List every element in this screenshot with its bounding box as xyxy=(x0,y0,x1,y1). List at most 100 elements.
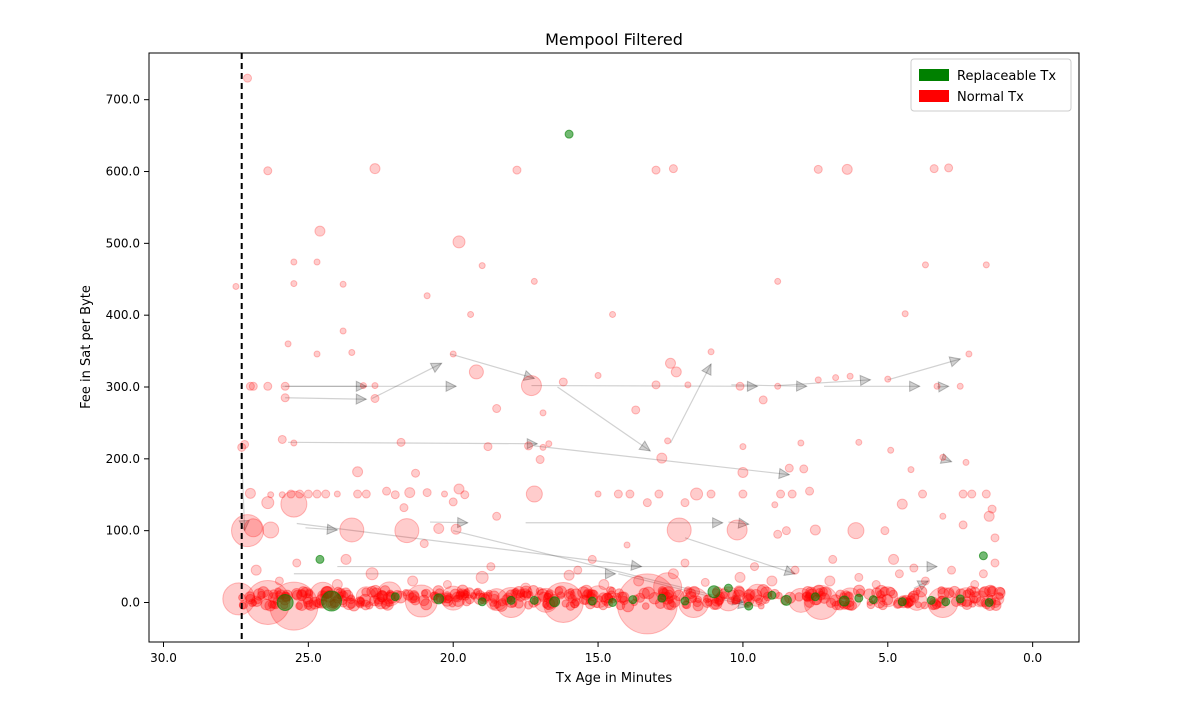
normal-tx-point xyxy=(733,586,746,598)
normal-tx-point xyxy=(535,587,544,596)
normal-tx-point xyxy=(347,599,360,612)
normal-tx-point xyxy=(735,381,745,391)
normal-tx-point xyxy=(296,599,308,611)
normal-tx-point xyxy=(732,589,745,602)
normal-tx-point xyxy=(733,585,745,597)
normal-tx-point xyxy=(536,588,549,601)
normal-tx-point xyxy=(907,466,915,474)
normal-tx-point xyxy=(603,592,612,601)
normal-tx-point xyxy=(379,585,391,596)
normal-tx-point xyxy=(801,586,814,599)
normal-tx-point xyxy=(595,595,603,603)
normal-tx-point xyxy=(339,327,347,335)
replaceable-tx-point xyxy=(477,597,487,607)
normal-tx-point xyxy=(267,600,277,609)
arrow-line xyxy=(450,353,535,379)
arrow-line xyxy=(531,384,758,387)
normal-tx-point xyxy=(668,164,678,174)
arrow-line xyxy=(728,521,749,525)
y-axis-label: Fee in Sat per Byte xyxy=(79,285,94,409)
normal-tx-point xyxy=(561,599,570,608)
normal-tx-point xyxy=(888,553,900,565)
normal-tx-point xyxy=(766,575,778,587)
normal-tx-point xyxy=(947,565,957,575)
normal-tx-point xyxy=(705,598,713,607)
normal-tx-point xyxy=(420,598,433,611)
normal-tx-point xyxy=(969,586,981,598)
normal-tx-point xyxy=(876,589,885,599)
normal-tx-point xyxy=(995,592,1004,601)
normal-tx-point xyxy=(539,409,547,417)
normal-tx-point xyxy=(651,165,661,175)
normal-tx-point xyxy=(263,166,273,176)
normal-tx-point xyxy=(373,592,385,605)
plot-area-frame xyxy=(148,52,1080,643)
normal-tx-point xyxy=(456,584,469,597)
legend-label: Normal Tx xyxy=(957,90,1024,105)
normal-tx-point xyxy=(295,602,303,610)
normal-tx-point xyxy=(453,483,465,495)
normal-tx-point xyxy=(263,381,273,391)
normal-tx-point xyxy=(410,595,421,606)
arrow-head xyxy=(737,517,750,529)
normal-tx-point xyxy=(714,596,724,606)
normal-tx-point xyxy=(302,596,314,608)
normal-tx-point xyxy=(569,588,583,601)
arrow-line xyxy=(534,445,790,476)
normal-tx-point xyxy=(333,490,341,498)
normal-tx-point xyxy=(987,586,997,595)
normal-tx-point xyxy=(720,591,728,599)
normal-tx-point xyxy=(804,597,815,608)
legend-box xyxy=(910,58,1072,112)
normal-tx-point xyxy=(525,590,534,599)
normal-tx-point xyxy=(370,587,382,600)
normal-tx-point xyxy=(342,597,356,611)
normal-tx-point xyxy=(803,594,812,603)
y-tick-label: 300.0 xyxy=(106,380,140,394)
normal-tx-point xyxy=(313,258,321,266)
normal-tx-point xyxy=(680,558,690,568)
normal-tx-point xyxy=(305,599,317,611)
normal-tx-point xyxy=(587,554,597,564)
normal-tx-point xyxy=(358,593,372,607)
normal-tx-point xyxy=(444,595,453,604)
normal-tx-point xyxy=(469,591,478,599)
normal-tx-point xyxy=(365,601,374,610)
normal-tx-point xyxy=(871,580,881,590)
arrow-line xyxy=(305,527,338,531)
normal-tx-point xyxy=(754,594,763,604)
normal-tx-point xyxy=(958,520,968,530)
normal-tx-point xyxy=(346,595,356,605)
normal-tx-point xyxy=(921,261,929,269)
arrow-head xyxy=(638,440,652,452)
normal-tx-point xyxy=(847,522,865,540)
replaceable-tx-point xyxy=(276,593,294,611)
normal-tx-point xyxy=(618,591,630,603)
replaceable-tx-point xyxy=(854,593,864,603)
normal-tx-point xyxy=(402,589,410,597)
normal-tx-point xyxy=(841,163,853,175)
normal-tx-point xyxy=(877,600,888,611)
normal-tx-point xyxy=(563,589,576,602)
normal-tx-point xyxy=(303,489,313,499)
normal-tx-point xyxy=(920,601,929,610)
arrow-head xyxy=(783,564,797,577)
arrow-head xyxy=(526,437,539,450)
normal-tx-point xyxy=(757,602,765,610)
normal-tx-point xyxy=(907,590,920,603)
normal-tx-point xyxy=(433,523,445,535)
normal-tx-point xyxy=(706,489,716,499)
replaceable-tx-point xyxy=(433,593,445,605)
normal-tx-point xyxy=(468,364,484,380)
normal-tx-point xyxy=(356,597,365,607)
normal-tx-point xyxy=(494,599,508,612)
normal-tx-point xyxy=(654,489,664,499)
normal-tx-point xyxy=(248,598,257,608)
normal-tx-point xyxy=(381,598,394,611)
normal-tx-point xyxy=(408,590,420,601)
arrow-head xyxy=(916,580,930,591)
normal-tx-point xyxy=(473,588,481,596)
normal-tx-point xyxy=(694,595,703,604)
normal-tx-point xyxy=(475,570,489,584)
normal-tx-point xyxy=(462,588,471,597)
